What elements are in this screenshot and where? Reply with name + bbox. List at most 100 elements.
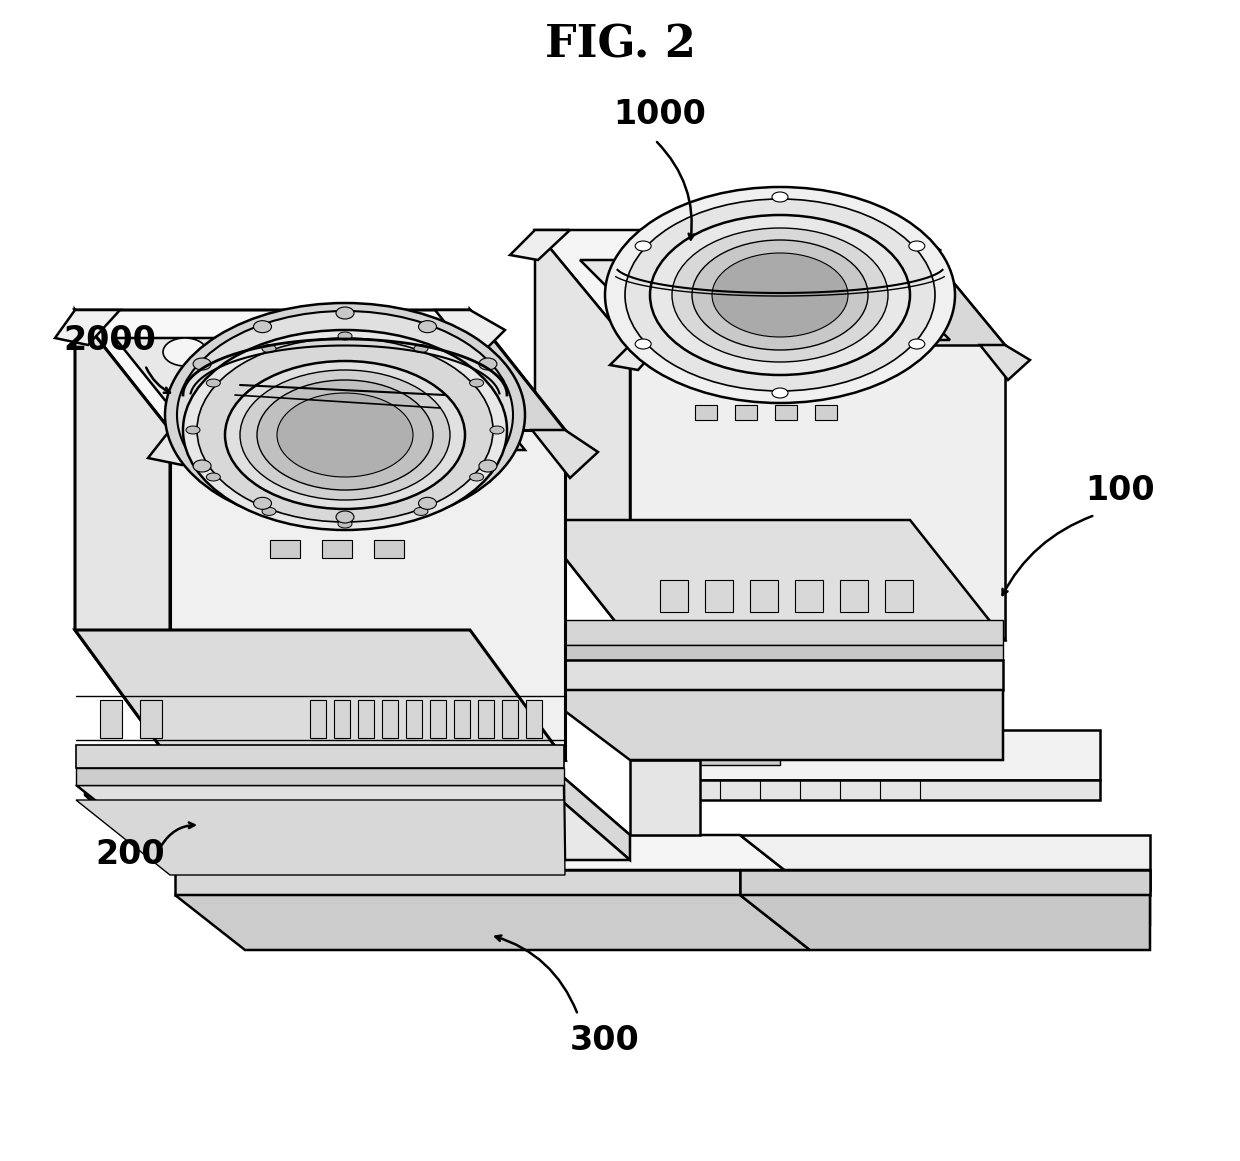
Polygon shape [76,785,565,860]
Polygon shape [170,430,565,760]
Polygon shape [86,795,630,860]
Polygon shape [140,700,162,738]
Ellipse shape [206,473,221,481]
Ellipse shape [206,378,221,387]
Ellipse shape [909,339,925,349]
Ellipse shape [773,192,787,202]
Polygon shape [534,230,1004,345]
Ellipse shape [605,187,955,403]
Polygon shape [76,767,564,785]
Polygon shape [680,730,1100,780]
Polygon shape [74,310,170,760]
Ellipse shape [339,520,352,528]
Ellipse shape [277,394,413,477]
Polygon shape [735,405,756,420]
Ellipse shape [184,330,507,531]
Ellipse shape [470,378,484,387]
Ellipse shape [193,358,211,370]
Polygon shape [740,870,1149,925]
Polygon shape [175,870,810,925]
Ellipse shape [479,460,497,473]
Polygon shape [885,580,913,612]
Polygon shape [580,260,950,340]
Ellipse shape [419,320,436,333]
Polygon shape [76,800,565,875]
Ellipse shape [625,199,935,391]
Polygon shape [430,700,446,738]
Polygon shape [750,580,777,612]
Polygon shape [740,895,1149,950]
Polygon shape [405,700,422,738]
Polygon shape [660,580,688,612]
Polygon shape [610,345,660,370]
Ellipse shape [635,241,651,251]
Polygon shape [775,405,797,420]
Polygon shape [175,835,810,890]
Polygon shape [175,835,246,925]
Ellipse shape [414,507,428,515]
Polygon shape [477,700,494,738]
Polygon shape [910,230,1004,640]
Polygon shape [86,770,160,860]
Ellipse shape [672,228,888,362]
Ellipse shape [635,195,925,375]
Polygon shape [175,895,810,950]
Text: 2000: 2000 [63,324,156,356]
Polygon shape [55,310,120,345]
Ellipse shape [339,332,352,340]
Polygon shape [115,338,525,450]
Ellipse shape [257,380,433,490]
Polygon shape [980,345,1030,380]
Text: 1000: 1000 [614,99,707,131]
Polygon shape [100,700,122,738]
Polygon shape [534,230,910,520]
Polygon shape [630,760,701,835]
Ellipse shape [262,345,277,353]
Polygon shape [534,520,1004,640]
Polygon shape [795,580,823,612]
Polygon shape [537,659,1003,690]
Polygon shape [534,230,630,640]
Ellipse shape [336,511,353,522]
Polygon shape [740,870,1149,895]
Ellipse shape [177,311,513,519]
Ellipse shape [712,253,848,337]
Polygon shape [839,580,868,612]
Ellipse shape [193,460,211,473]
Polygon shape [706,580,733,612]
Text: FIG. 2: FIG. 2 [544,23,696,66]
Polygon shape [435,310,505,360]
Polygon shape [526,700,542,738]
Ellipse shape [253,320,272,333]
Polygon shape [76,745,564,767]
Polygon shape [680,780,1100,800]
Ellipse shape [253,497,272,510]
Polygon shape [740,835,1149,890]
Polygon shape [310,700,326,738]
Polygon shape [358,700,374,738]
Polygon shape [322,540,352,558]
Ellipse shape [162,338,207,366]
Polygon shape [815,405,837,420]
Polygon shape [537,690,1003,760]
Polygon shape [74,310,470,630]
Polygon shape [532,430,598,478]
Polygon shape [510,230,570,260]
Ellipse shape [470,473,484,481]
Polygon shape [556,770,630,860]
Polygon shape [334,700,350,738]
Ellipse shape [336,307,353,319]
Polygon shape [537,646,1003,659]
Ellipse shape [241,370,450,500]
Ellipse shape [262,507,277,515]
Ellipse shape [773,388,787,398]
Ellipse shape [650,215,910,375]
Polygon shape [454,700,470,738]
Polygon shape [374,540,404,558]
Ellipse shape [419,497,436,510]
Ellipse shape [635,339,651,349]
Ellipse shape [414,345,428,353]
Text: 200: 200 [95,838,165,872]
Polygon shape [382,700,398,738]
Polygon shape [175,870,740,895]
